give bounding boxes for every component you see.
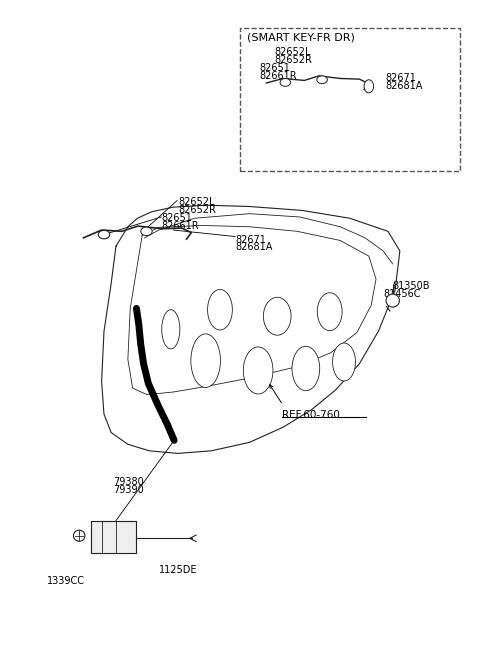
Ellipse shape: [141, 227, 152, 236]
Ellipse shape: [73, 530, 85, 541]
Ellipse shape: [364, 80, 373, 93]
Ellipse shape: [280, 79, 290, 87]
Ellipse shape: [207, 289, 232, 330]
Text: 82661R: 82661R: [161, 221, 199, 231]
Text: 1339CC: 1339CC: [47, 576, 85, 586]
Ellipse shape: [162, 310, 180, 349]
Polygon shape: [91, 521, 136, 554]
Ellipse shape: [292, 346, 320, 391]
Ellipse shape: [264, 297, 291, 335]
Text: 82652L: 82652L: [275, 47, 311, 57]
Text: 82681A: 82681A: [385, 81, 423, 91]
Ellipse shape: [317, 293, 342, 331]
Ellipse shape: [317, 76, 327, 84]
Ellipse shape: [243, 347, 273, 394]
Text: 82652L: 82652L: [178, 197, 215, 207]
Text: 79390: 79390: [114, 485, 144, 495]
Text: (SMART KEY-FR DR): (SMART KEY-FR DR): [247, 33, 355, 43]
Text: 81350B: 81350B: [393, 281, 430, 291]
Text: 82661R: 82661R: [259, 71, 297, 81]
Text: 82652R: 82652R: [178, 205, 216, 215]
Text: REF.60-760: REF.60-760: [282, 409, 340, 420]
Text: 82681A: 82681A: [235, 243, 273, 253]
Text: 81456C: 81456C: [383, 289, 420, 298]
Ellipse shape: [98, 230, 110, 239]
Text: 82651: 82651: [259, 63, 290, 73]
FancyBboxPatch shape: [240, 28, 459, 171]
Ellipse shape: [333, 343, 356, 381]
Text: 82652R: 82652R: [275, 55, 312, 65]
Ellipse shape: [191, 334, 220, 388]
Text: 82671: 82671: [235, 235, 266, 245]
Text: 79380: 79380: [114, 477, 144, 487]
Text: 1125DE: 1125DE: [159, 565, 197, 575]
Ellipse shape: [386, 294, 399, 307]
Text: 82671: 82671: [385, 73, 417, 83]
Text: 82651: 82651: [161, 213, 192, 223]
